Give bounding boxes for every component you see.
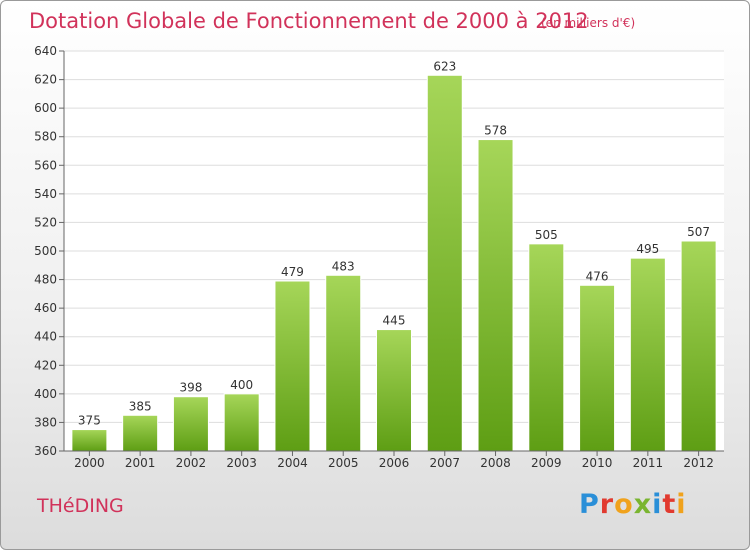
x-tick-label: 2003 [226,456,257,470]
y-tick-label: 520 [34,215,57,229]
x-tick-label: 2011 [633,456,664,470]
logo-letter: x [633,489,653,520]
y-tick-label: 540 [34,187,57,201]
bar-value-label: 505 [535,228,558,242]
bar-2007 [426,74,463,452]
logo-letter: i [652,489,663,520]
y-tick-label: 440 [34,330,57,344]
bar-2000 [71,429,108,452]
chart-title: Dotation Globale de Fonctionnement de 20… [29,9,589,33]
y-tick-label: 380 [34,415,57,429]
logo-letter: i [676,489,687,520]
bar-value-label: 507 [687,225,710,239]
bar-value-label: 483 [332,259,355,273]
x-tick-label: 2008 [480,456,511,470]
bar-2002 [172,396,209,452]
bar-2005 [325,274,362,452]
x-tick-label: 2007 [429,456,460,470]
x-tick-label: 2005 [328,456,359,470]
bar-value-label: 479 [281,265,304,279]
x-tick-label: 2012 [683,456,714,470]
y-tick-label: 400 [34,387,57,401]
logo-letter: t [662,489,677,520]
bar-value-label: 398 [179,381,202,395]
y-tick-label: 580 [34,130,57,144]
y-tick-label: 560 [34,158,57,172]
y-tick-label: 640 [34,44,57,58]
bar-2001 [122,414,159,452]
bar-value-label: 375 [78,414,101,428]
y-tick-label: 480 [34,273,57,287]
commune-name: THéDING [37,495,124,517]
bar-2004 [274,280,311,452]
bar-2012 [680,240,717,452]
y-tick-label: 500 [34,244,57,258]
y-tick-label: 600 [34,101,57,115]
logo-letter: o [614,489,634,520]
bar-value-label: 385 [129,399,152,413]
x-tick-label: 2006 [379,456,410,470]
logo-letter: P [579,489,600,520]
y-tick-label: 420 [34,358,57,372]
y-tick-label: 360 [34,444,57,458]
bar-2003 [223,393,260,452]
bar-value-label: 445 [383,314,406,328]
y-tick-label: 460 [34,301,57,315]
bar-2011 [629,257,666,452]
chart-subtitle: (en milliers d'€) [541,16,636,30]
x-tick-label: 2004 [277,456,308,470]
x-tick-label: 2002 [176,456,207,470]
bar-value-label: 623 [433,59,456,73]
bar-2008 [477,139,514,452]
bar-2006 [376,329,412,452]
y-tick-label: 620 [34,73,57,87]
bar-value-label: 400 [230,378,253,392]
bar-2009 [528,243,565,452]
x-tick-label: 2010 [582,456,613,470]
bar-value-label: 476 [586,269,609,283]
x-tick-label: 2009 [531,456,562,470]
bar-value-label: 578 [484,124,507,138]
logo-letter: r [599,489,615,520]
bar-2010 [579,284,616,452]
bar-value-label: 495 [636,242,659,256]
x-tick-label: 2001 [125,456,156,470]
proxiti-logo: Proxiti [579,489,687,520]
x-tick-label: 2000 [74,456,105,470]
